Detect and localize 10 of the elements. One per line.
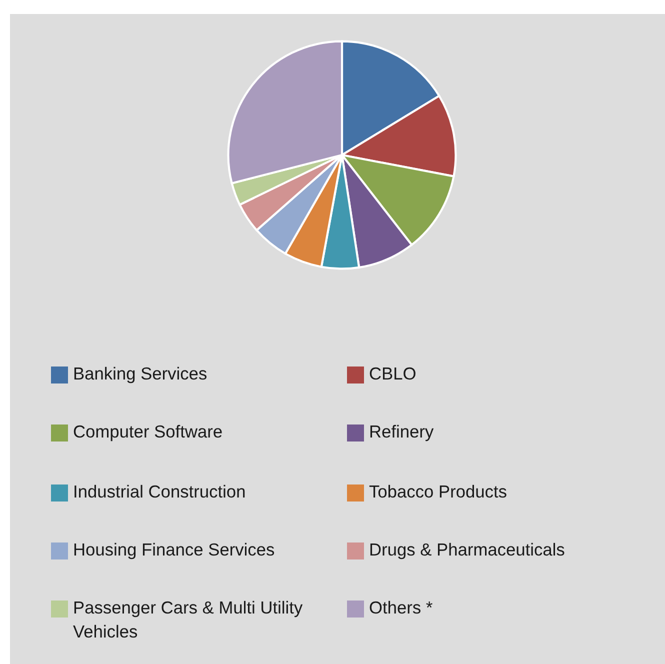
legend-label: Industrial Construction <box>74 484 245 498</box>
legend-label: Drugs & Pharmaceuticals <box>370 542 564 560</box>
legend-label: Others * <box>370 600 432 614</box>
legend-label: Passenger Cars & Multi Utility Vehicles <box>73 600 303 638</box>
legend-label: Tobacco Products <box>369 484 506 498</box>
legend-label: Housing Finance Services <box>74 542 274 560</box>
legend-label: CBLO <box>370 367 416 380</box>
legend-label: Refinery <box>370 424 434 442</box>
legend-label: Banking Services <box>74 366 207 384</box>
legend-label: Computer Software <box>74 424 222 442</box>
